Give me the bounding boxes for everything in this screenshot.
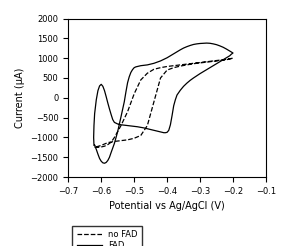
FAD (103, 162, 106, 165)
no FAD (230, 57, 233, 60)
no FAD (126, 138, 129, 141)
no FAD (159, 77, 162, 79)
no FAD (132, 92, 136, 95)
FAD (146, 63, 149, 66)
no FAD (106, 143, 109, 146)
no FAD (212, 60, 215, 63)
FAD (93, 144, 96, 147)
Legend: no FAD, FAD: no FAD, FAD (72, 226, 142, 246)
no FAD (132, 137, 136, 140)
no FAD (139, 134, 143, 137)
no FAD (159, 66, 162, 69)
FAD (205, 42, 208, 45)
Line: FAD: FAD (94, 43, 233, 163)
no FAD (103, 145, 106, 148)
no FAD (93, 146, 96, 149)
no FAD (126, 110, 129, 113)
no FAD (218, 59, 221, 62)
no FAD (192, 62, 195, 65)
no FAD (225, 58, 228, 61)
FAD (192, 77, 195, 79)
no FAD (172, 66, 175, 69)
FAD (92, 136, 95, 139)
no FAD (139, 78, 143, 81)
no FAD (179, 63, 182, 66)
Line: no FAD: no FAD (95, 58, 233, 147)
no FAD (152, 100, 156, 103)
no FAD (225, 58, 228, 61)
no FAD (146, 72, 149, 75)
FAD (198, 42, 202, 45)
no FAD (165, 65, 169, 68)
FAD (93, 144, 96, 147)
no FAD (185, 63, 189, 66)
no FAD (218, 59, 221, 62)
no FAD (192, 62, 195, 65)
no FAD (198, 62, 202, 64)
no FAD (109, 141, 113, 144)
no FAD (100, 144, 103, 147)
X-axis label: Potential vs Ag/AgCl (V): Potential vs Ag/AgCl (V) (109, 201, 225, 211)
no FAD (106, 141, 109, 144)
no FAD (96, 146, 100, 149)
no FAD (146, 124, 149, 127)
no FAD (119, 139, 123, 142)
Y-axis label: Current (μA): Current (μA) (15, 68, 25, 128)
no FAD (172, 64, 175, 67)
no FAD (179, 65, 182, 68)
no FAD (228, 58, 231, 61)
no FAD (231, 57, 235, 60)
no FAD (113, 140, 116, 143)
no FAD (185, 63, 189, 66)
no FAD (205, 60, 208, 63)
no FAD (100, 145, 103, 148)
no FAD (152, 68, 156, 71)
no FAD (93, 146, 96, 149)
FAD (155, 61, 159, 64)
no FAD (165, 69, 169, 72)
no FAD (198, 61, 202, 64)
no FAD (205, 61, 208, 64)
no FAD (119, 124, 123, 127)
no FAD (212, 60, 215, 62)
no FAD (113, 136, 116, 139)
FAD (231, 51, 235, 54)
